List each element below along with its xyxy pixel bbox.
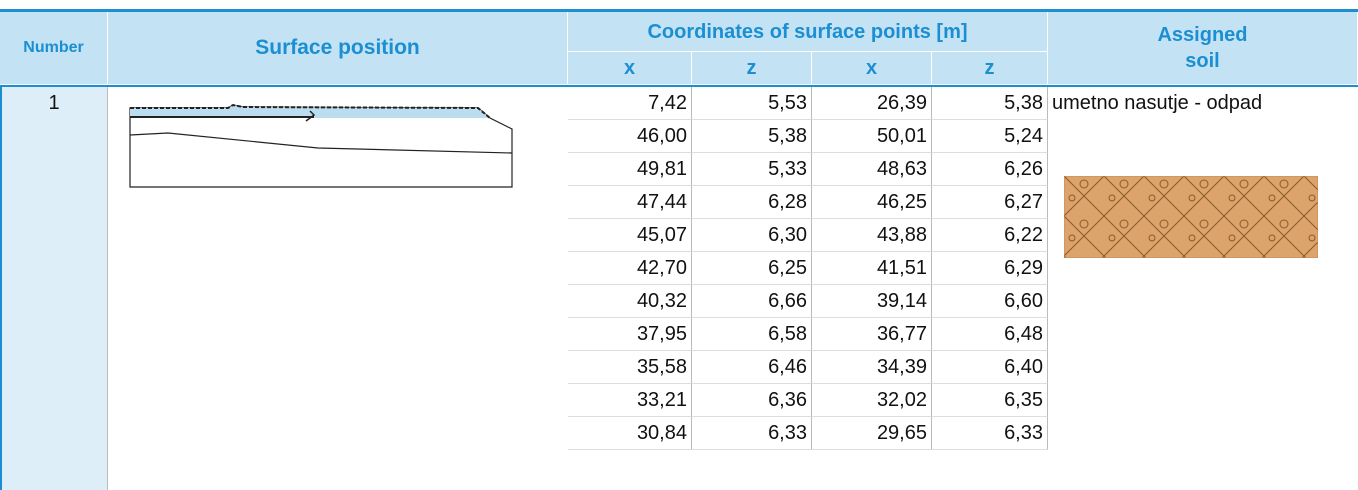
coordinate-cell: 6,48 [932, 318, 1048, 351]
row-number: 1 [48, 92, 60, 114]
top-border [0, 9, 1358, 12]
coordinate-cell: 6,29 [932, 252, 1048, 285]
coordinate-cell: 45,07 [568, 219, 692, 252]
soil-name: umetno nasutje - odpad [1052, 92, 1263, 114]
coordinate-cell: 48,63 [812, 153, 932, 186]
coordinate-cell: 39,14 [812, 285, 932, 318]
header-soil: Assigned soil [1048, 12, 1358, 85]
coordinate-cell: 6,26 [932, 153, 1048, 186]
header-x: x [568, 52, 692, 85]
coordinate-cell: 30,84 [568, 417, 692, 450]
coordinate-cell: 5,24 [932, 120, 1048, 153]
coordinate-cell: 49,81 [568, 153, 692, 186]
coordinate-cell: 47,44 [568, 186, 692, 219]
coordinate-cell: 50,01 [812, 120, 932, 153]
coordinate-cell: 6,30 [692, 219, 812, 252]
coordinate-cell: 32,02 [812, 384, 932, 417]
coordinate-cell: 34,39 [812, 351, 932, 384]
coordinate-cell: 35,58 [568, 351, 692, 384]
coordinate-cell: 5,38 [932, 87, 1048, 120]
coordinate-cell: 6,28 [692, 186, 812, 219]
coordinate-cell: 6,46 [692, 351, 812, 384]
left-border [0, 87, 2, 490]
coordinate-cell: 40,32 [568, 285, 692, 318]
coordinate-cell: 43,88 [812, 219, 932, 252]
coordinate-cell: 33,21 [568, 384, 692, 417]
coordinate-cell: 37,95 [568, 318, 692, 351]
coordinate-cell: 5,33 [692, 153, 812, 186]
coordinate-cell: 29,65 [812, 417, 932, 450]
coordinate-cell: 6,60 [932, 285, 1048, 318]
soil-pattern [1064, 176, 1318, 258]
coordinate-cell: 6,33 [692, 417, 812, 450]
coordinate-cell: 5,38 [692, 120, 812, 153]
coordinate-cell: 42,70 [568, 252, 692, 285]
coordinate-cell: 6,40 [932, 351, 1048, 384]
coordinate-cell: 6,27 [932, 186, 1048, 219]
coordinate-cell: 41,51 [812, 252, 932, 285]
coordinate-cell: 6,33 [932, 417, 1048, 450]
header-rule [0, 85, 1358, 87]
coordinate-cell: 6,58 [692, 318, 812, 351]
header-number: Number [0, 12, 108, 85]
coordinate-cell: 6,36 [692, 384, 812, 417]
surface-drawing [108, 87, 568, 490]
coordinate-cell: 6,22 [932, 219, 1048, 252]
coordinate-cell: 46,00 [568, 120, 692, 153]
coordinate-cell: 26,39 [812, 87, 932, 120]
coordinate-cell: 6,66 [692, 285, 812, 318]
coordinate-cell: 7,42 [568, 87, 692, 120]
coordinate-cell: 5,53 [692, 87, 812, 120]
header-z: z [692, 52, 812, 85]
header-coordinates: Coordinates of surface points [m] [568, 12, 1048, 52]
header-x: x [812, 52, 932, 85]
coordinate-cell: 6,25 [692, 252, 812, 285]
header-surface: Surface position [108, 12, 568, 85]
coordinate-cell: 46,25 [812, 186, 932, 219]
header-z: z [932, 52, 1048, 85]
number-column [0, 87, 108, 490]
coordinate-cell: 6,35 [932, 384, 1048, 417]
coordinate-cell: 36,77 [812, 318, 932, 351]
